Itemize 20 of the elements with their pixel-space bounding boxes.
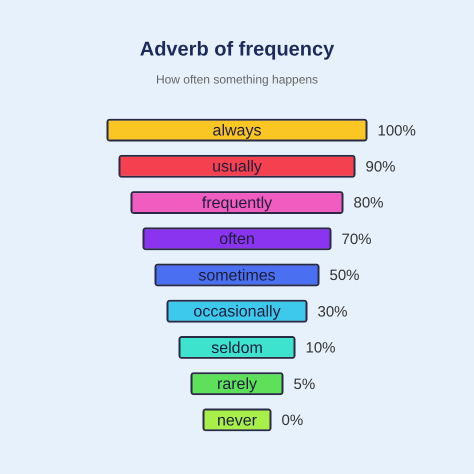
category-label: rarely — [216, 376, 258, 394]
category-label: seldom — [211, 340, 263, 357]
data-label: 5% — [294, 376, 316, 393]
data-label: 70% — [342, 230, 372, 248]
data-label: 10% — [306, 340, 336, 357]
data-label: 80% — [354, 194, 384, 212]
category-label: often — [219, 231, 255, 248]
category-label: never — [216, 412, 258, 430]
data-label: 30% — [318, 303, 348, 320]
data-label: 0% — [282, 412, 304, 430]
text: How often something happens — [156, 72, 318, 86]
data-label: 100% — [378, 122, 416, 140]
category-label: sometimes — [198, 267, 276, 284]
text: Adverb of frequency — [140, 38, 336, 61]
category-label: always — [212, 122, 262, 140]
category-label: usually — [212, 158, 262, 176]
category-label: frequently — [202, 194, 272, 212]
category-label: occasionally — [193, 304, 281, 321]
data-label: 90% — [366, 158, 396, 176]
data-label: 50% — [330, 267, 360, 284]
